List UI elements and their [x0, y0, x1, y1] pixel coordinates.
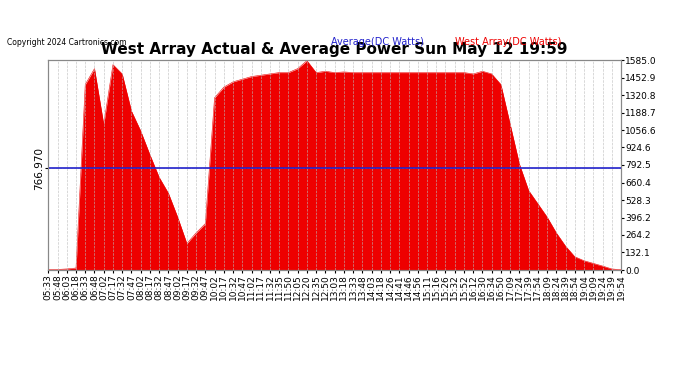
Text: Copyright 2024 Cartronics.com: Copyright 2024 Cartronics.com	[7, 38, 126, 47]
Title: West Array Actual & Average Power Sun May 12 19:59: West Array Actual & Average Power Sun Ma…	[101, 42, 568, 57]
Text: West Array(DC Watts): West Array(DC Watts)	[455, 37, 562, 47]
Text: Average(DC Watts): Average(DC Watts)	[331, 37, 424, 47]
